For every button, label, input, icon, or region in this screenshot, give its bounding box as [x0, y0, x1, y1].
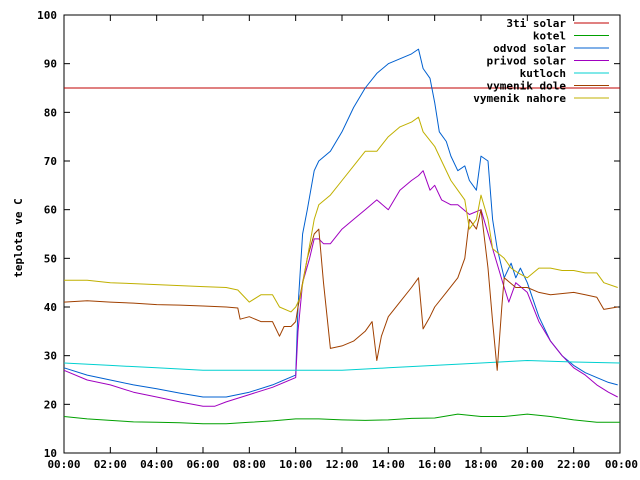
series-line-kutloch [63, 360, 621, 371]
y-tick-label: 100 [37, 9, 57, 22]
x-tick-label: 08:00 [233, 458, 266, 471]
legend-label: kutloch [520, 67, 566, 80]
y-tick-label: 70 [44, 155, 57, 168]
x-tick-label: 14:00 [372, 458, 405, 471]
y-tick-label: 60 [44, 204, 57, 217]
x-tick-label: 06:00 [186, 458, 219, 471]
x-tick-label: 10:00 [279, 458, 312, 471]
legend-label: vymenik nahore [473, 92, 566, 105]
y-tick-label: 90 [44, 58, 57, 71]
legend-label: 3ti solar [506, 17, 566, 30]
legend-label: privod solar [487, 55, 567, 68]
y-tick-label: 10 [44, 447, 57, 460]
x-tick-label: 16:00 [418, 458, 451, 471]
y-tick-label: 80 [44, 106, 57, 119]
y-axis-title: teplota ve C [12, 198, 25, 277]
x-tick-label: 12:00 [325, 458, 358, 471]
series-line-privod-solar [63, 170, 618, 407]
x-tick-label: 02:00 [94, 458, 127, 471]
legend-label: kotel [533, 30, 566, 43]
series-line-vymenik-dole [63, 209, 618, 371]
legend-label: vymenik dole [487, 80, 567, 93]
legend-label: odvod solar [493, 42, 566, 55]
y-tick-label: 40 [44, 301, 57, 314]
x-tick-label: 20:00 [511, 458, 544, 471]
x-tick-label: 18:00 [464, 458, 497, 471]
x-tick-label: 00:00 [605, 458, 638, 471]
series-line-kotel [63, 413, 620, 425]
y-tick-label: 30 [44, 350, 57, 363]
x-tick-label: 22:00 [557, 458, 590, 471]
axis-layer: 10 20 30 40 50 60 70 80 90 100 00:00 02:00 04:00 06:0… [37, 9, 638, 471]
series-layer [63, 48, 621, 425]
y-tick-label: 50 [44, 252, 57, 265]
series-line-vymenik-nahore [64, 116, 618, 313]
x-tick-label: 04:00 [140, 458, 173, 471]
y-tick-label: 20 [44, 398, 57, 411]
x-tick-label: 00:00 [47, 458, 80, 471]
